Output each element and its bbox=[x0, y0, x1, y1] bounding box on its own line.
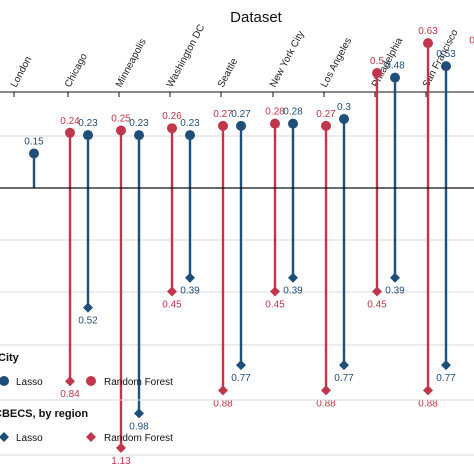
lasso-point bbox=[185, 130, 195, 141]
random-forest-value-label: 0.45 bbox=[367, 300, 387, 311]
tick-label: New York City bbox=[268, 29, 307, 89]
lasso-point bbox=[390, 272, 400, 283]
random-forest-value-label: 0.88 bbox=[213, 398, 233, 409]
lasso-point bbox=[288, 272, 298, 283]
lasso-point bbox=[339, 114, 349, 124]
random-forest-value-label: 0.88 bbox=[418, 398, 438, 409]
legend-label: Lasso bbox=[16, 377, 43, 388]
lasso-value-label: 0.39 bbox=[385, 286, 405, 297]
legend-title: City bbox=[0, 352, 20, 364]
lasso-point bbox=[134, 130, 144, 141]
random-forest-value-label: 0.88 bbox=[316, 398, 336, 409]
legend-label: Lasso bbox=[16, 433, 43, 444]
lasso-point bbox=[83, 302, 93, 313]
lasso-value-label: 0.77 bbox=[436, 373, 456, 384]
lasso-point bbox=[339, 360, 349, 371]
lasso-value-label: 0.15 bbox=[24, 137, 44, 148]
random-forest-value-label: 0.24 bbox=[60, 116, 80, 127]
random-forest-value-label: 0.26 bbox=[162, 111, 182, 122]
chart-title: Dataset bbox=[230, 9, 283, 26]
random-forest-point bbox=[167, 123, 177, 134]
lasso-point bbox=[441, 360, 451, 371]
legend: City Lasso Random Forest CBECS, by region La… bbox=[0, 352, 474, 456]
random-forest-value-label: 0.59 bbox=[469, 35, 474, 46]
lasso-value-label: 0.39 bbox=[283, 286, 303, 297]
lasso-value-label: 0.28 bbox=[283, 107, 303, 118]
lasso-point bbox=[441, 61, 451, 72]
random-forest-point bbox=[270, 118, 280, 129]
random-forest-point bbox=[372, 286, 382, 297]
lasso-value-label: 0.23 bbox=[78, 118, 98, 129]
random-forest-point bbox=[423, 385, 433, 396]
lasso-value-label: 0.23 bbox=[180, 118, 200, 129]
lasso-value-label: 0.27 bbox=[231, 109, 251, 120]
tick-label: Los Angeles bbox=[319, 36, 354, 89]
chart-marks: 140.240.840.251.130.260.450.270.880.280.… bbox=[24, 26, 474, 467]
lasso-value-label: 0.23 bbox=[129, 118, 149, 129]
legend-marker bbox=[86, 376, 96, 386]
random-forest-point bbox=[270, 286, 280, 297]
random-forest-point bbox=[65, 127, 75, 138]
random-forest-point bbox=[167, 286, 177, 297]
lasso-value-label: 0.77 bbox=[231, 373, 251, 384]
random-forest-value-label: 1.13 bbox=[111, 456, 131, 467]
lasso-point bbox=[83, 130, 93, 141]
lasso-value-label: 0.48 bbox=[385, 61, 405, 72]
lasso-point bbox=[390, 72, 400, 83]
tick-label: Minneapolis bbox=[114, 37, 149, 89]
legend-label: Random Forest bbox=[104, 377, 173, 388]
random-forest-value-label: 0.28 bbox=[265, 107, 285, 118]
tick-label: Seattle bbox=[216, 56, 241, 89]
random-forest-value-label: 0.45 bbox=[265, 300, 285, 311]
random-forest-value-label: 0.25 bbox=[111, 114, 131, 125]
lasso-value-label: 0.98 bbox=[129, 421, 149, 432]
lasso-value-label: 0.52 bbox=[78, 316, 98, 327]
lasso-point bbox=[236, 360, 246, 371]
random-forest-point bbox=[372, 68, 382, 78]
lasso-point bbox=[185, 272, 195, 283]
tick-label: Washington DC bbox=[165, 23, 207, 90]
lasso-point bbox=[134, 408, 144, 419]
random-forest-point bbox=[218, 120, 228, 131]
random-forest-value-label: 0.45 bbox=[162, 300, 182, 311]
legend-marker bbox=[0, 432, 9, 442]
lasso-value-label: 0.3 bbox=[337, 102, 351, 113]
random-forest-point bbox=[65, 376, 75, 387]
lasso-value-label: 0.53 bbox=[436, 49, 456, 60]
random-forest-value-label: 0.84 bbox=[60, 389, 80, 400]
random-forest-value-label: 0.27 bbox=[213, 109, 233, 120]
random-forest-point bbox=[423, 38, 433, 49]
random-forest-value-label: 0.27 bbox=[316, 109, 336, 120]
random-forest-point bbox=[321, 385, 331, 396]
lasso-point bbox=[29, 148, 39, 159]
random-forest-point bbox=[116, 125, 126, 136]
random-forest-value-label: 0.63 bbox=[418, 26, 438, 37]
tick-label: Chicago bbox=[63, 51, 90, 89]
tick-label: London bbox=[9, 55, 34, 90]
random-forest-point bbox=[321, 120, 331, 131]
lasso-value-label: 0.77 bbox=[334, 373, 354, 384]
random-forest-point bbox=[218, 385, 228, 396]
lasso-value-label: 0.39 bbox=[180, 286, 200, 297]
legend-marker bbox=[0, 376, 9, 386]
legend-marker bbox=[86, 432, 96, 442]
legend-title: CBECS, by region bbox=[0, 408, 88, 420]
random-forest-point bbox=[116, 442, 126, 453]
legend-label: Random Forest bbox=[104, 433, 173, 444]
lasso-point bbox=[288, 118, 298, 129]
lasso-point bbox=[236, 120, 246, 131]
random-forest-value-label: 0.5 bbox=[370, 56, 384, 67]
